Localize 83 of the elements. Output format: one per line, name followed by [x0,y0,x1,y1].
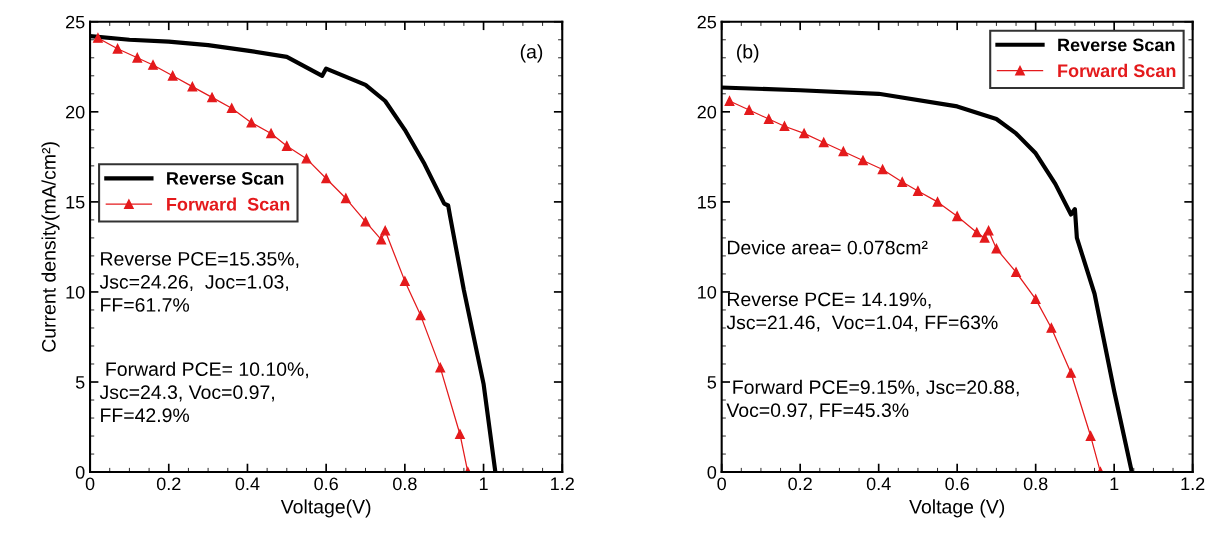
y-tick-label: 25 [697,15,717,29]
legend-label: Reverse Scan [1058,38,1175,52]
point [187,81,198,92]
point [376,234,387,245]
annotation: Reverse PCE=15.35%, Jsc=24.26, Joc=1.03, FF=61.7% [99,251,299,312]
point [321,173,332,184]
point [340,193,351,204]
y-tick-label: 5 [707,376,717,389]
point [897,177,908,187]
point [779,121,790,132]
point [952,211,963,222]
point [246,117,257,128]
x-tick-label: 0.4 [235,477,260,491]
legend-label: Forward Scan [167,197,290,211]
point [266,128,276,139]
y-tick-label: 0 [75,466,85,479]
point [435,362,446,373]
point [1030,294,1041,305]
annotation: Device area= 0.078cm² [727,240,928,255]
point [979,233,990,243]
y-tick-label: 15 [698,196,717,209]
x-tick-label: 0 [85,477,95,491]
point [877,164,888,175]
x-tick-label: 0.8 [1023,477,1048,491]
y-tick-label: 5 [75,376,85,389]
legend-label: Forward Scan [1058,63,1176,78]
y-tick-label: 0 [707,466,717,479]
point [858,155,868,166]
point [301,153,312,164]
point [455,429,465,440]
point [932,197,943,207]
x-tick-label: 1.2 [1181,477,1205,491]
x-tick-label: 0.6 [314,477,338,491]
point [415,310,426,321]
annotation: (a) [520,44,543,63]
point [167,70,178,81]
point [226,103,237,114]
x-tick-label: 0.2 [788,477,812,491]
x-tick-label: 0 [717,477,726,491]
annotation: (b) [737,44,759,63]
point [983,225,994,236]
point [724,96,735,106]
point [838,146,849,157]
point [148,60,158,70]
point [380,225,391,236]
x-tick-label: 0.4 [866,477,891,491]
point [799,128,809,139]
x-axis-title: Voltage (V) [909,499,1005,518]
y-tick-label: 10 [66,285,85,299]
point [281,141,292,151]
legend-label: Reverse Scan [167,172,284,185]
point [360,216,371,227]
point [1046,323,1057,333]
point [112,43,123,54]
x-tick-label: 0.8 [393,477,417,491]
point [763,114,774,124]
point [913,186,923,196]
annotation: Forward PCE=9.15%, Jsc=20.88, Voc=0.97, FF=45.3% [726,379,1019,420]
point [818,137,829,148]
point [1066,368,1076,378]
y-tick-label: 15 [66,196,85,209]
y-tick-label: 10 [698,285,717,299]
x-tick-label: 0.6 [945,477,969,491]
point [399,276,410,287]
point [93,33,103,43]
x-tick-label: 0.2 [156,477,181,491]
y-axis-title: Current density(mA/cm²) [41,142,60,352]
annotation: Forward PCE= 10.10%, Jsc=24.3, Voc=0.97, FF=42.9% [99,361,308,423]
point [744,105,755,115]
x-tick-label: 1 [1110,477,1119,491]
x-tick-label: 1.2 [551,477,574,491]
point [971,227,982,238]
x-axis-title: Voltage(V) [280,499,371,518]
point [1085,431,1096,441]
point [991,243,1002,254]
point [1011,267,1021,277]
point [207,92,217,103]
y-tick-label: 20 [66,105,85,119]
y-tick-label: 20 [697,105,717,119]
y-tick-label: 25 [66,15,85,29]
x-tick-label: 1 [479,477,488,491]
point [132,52,143,63]
annotation: Reverse PCE= 14.19%, Jsc=21.46, Voc=1.04, FF=63% [726,292,998,332]
